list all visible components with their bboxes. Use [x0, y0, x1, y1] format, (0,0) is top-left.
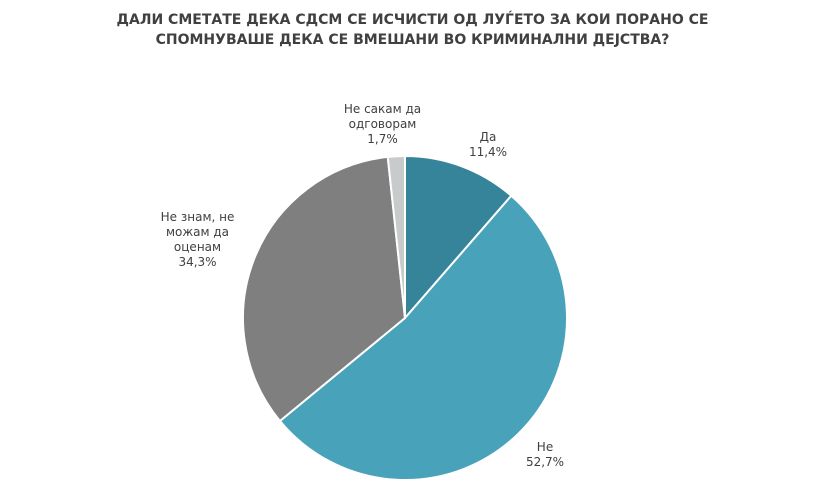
category-label: Не знам, не можам да оценам [160, 210, 235, 254]
chart-title: СПОМНУВАШЕ ДЕКА СЕ ВМЕШАНИ ВО КРИМИНАЛНИ… [155, 32, 670, 48]
pie-slice [386, 154, 406, 319]
pie-slice [404, 154, 513, 321]
chart-title: ДАЛИ СМЕТАТЕ ДЕКА СДСМ СЕ ИСЧИСТИ ОД ЛУЃ… [116, 12, 709, 28]
value-label: 34,3% [178, 255, 217, 269]
value-label: 11,4% [468, 145, 508, 159]
value-label: 52,7% [525, 455, 565, 469]
slice-label: Не сакам да одговорам 1,7% [335, 102, 430, 147]
category-label: Не [536, 440, 554, 454]
value-label: 1,7% [367, 132, 398, 146]
pie-slice [242, 155, 407, 423]
slice-label: Не 52,7% [505, 440, 585, 470]
slice-label: Да 11,4% [448, 130, 528, 160]
slice-label: Не знам, не можам да оценам 34,3% [155, 210, 240, 270]
category-label: Да [479, 130, 497, 144]
category-label: Не сакам да одговорам [343, 102, 422, 131]
pie-slice [278, 194, 568, 481]
